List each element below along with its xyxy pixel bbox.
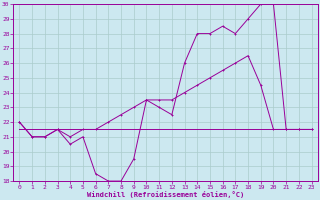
X-axis label: Windchill (Refroidissement éolien,°C): Windchill (Refroidissement éolien,°C) [87,191,244,198]
